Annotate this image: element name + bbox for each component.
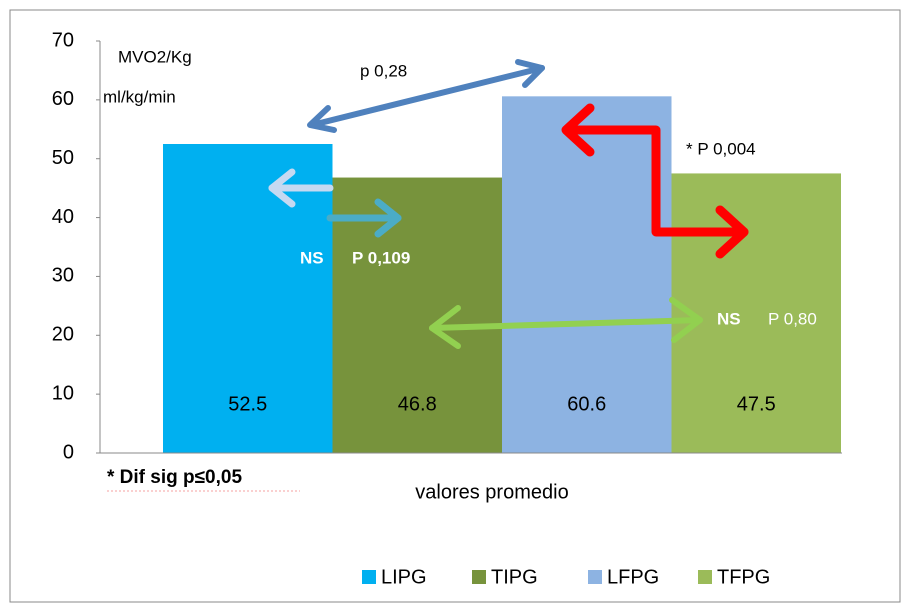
data-label: 46.8 <box>398 393 437 415</box>
annotation: NS <box>717 309 741 328</box>
arrow-head <box>515 59 545 88</box>
arrow-head <box>715 205 749 259</box>
annotation: * P 0,004 <box>686 139 756 158</box>
y-tick-label: 50 <box>52 147 74 169</box>
y-tick-label: 20 <box>52 324 74 346</box>
y-tick-label: 30 <box>52 265 74 287</box>
x-tick-label: valores promedio <box>415 481 568 503</box>
y-tick-label: 40 <box>52 206 74 228</box>
legend-label: LFPG <box>607 566 659 588</box>
bar <box>332 177 502 453</box>
annotation: * Dif sig p≤0,05 <box>107 467 242 488</box>
arrow-head <box>268 168 296 208</box>
arrow-head <box>374 198 402 238</box>
bar <box>671 173 841 453</box>
arrow-head <box>307 105 337 133</box>
arrows <box>268 59 749 349</box>
arrow-head <box>429 305 461 349</box>
y-tick-label: 0 <box>63 441 74 463</box>
data-label: 52.5 <box>228 393 267 415</box>
legend-label: TIPG <box>491 566 538 588</box>
annotation: p 0,28 <box>360 61 407 80</box>
legend-label: LIPG <box>381 566 427 588</box>
data-label: 60.6 <box>567 393 606 415</box>
arrow-head <box>669 297 703 343</box>
arrow-head <box>561 103 595 157</box>
bar <box>502 96 672 453</box>
legend-swatch <box>362 570 376 584</box>
y-tick-label: 70 <box>52 29 74 51</box>
legend-swatch <box>698 570 712 584</box>
data-label: 47.5 <box>737 393 776 415</box>
annotation: NS <box>300 248 324 267</box>
annotation: ml/kg/min <box>103 87 176 106</box>
bars <box>163 96 841 453</box>
bar <box>163 144 333 453</box>
legend-label: TFPG <box>717 566 770 588</box>
arrow <box>563 125 749 237</box>
y-tick-label: 10 <box>52 382 74 404</box>
legend-swatch <box>588 570 602 584</box>
annotation: P 0,80 <box>768 309 817 328</box>
arrow <box>309 65 545 128</box>
arrow <box>429 317 703 331</box>
legend-swatch <box>472 570 486 584</box>
annotation: P 0,109 <box>352 248 410 267</box>
annotation: MVO2/Kg <box>118 47 192 66</box>
y-tick-label: 60 <box>52 88 74 110</box>
